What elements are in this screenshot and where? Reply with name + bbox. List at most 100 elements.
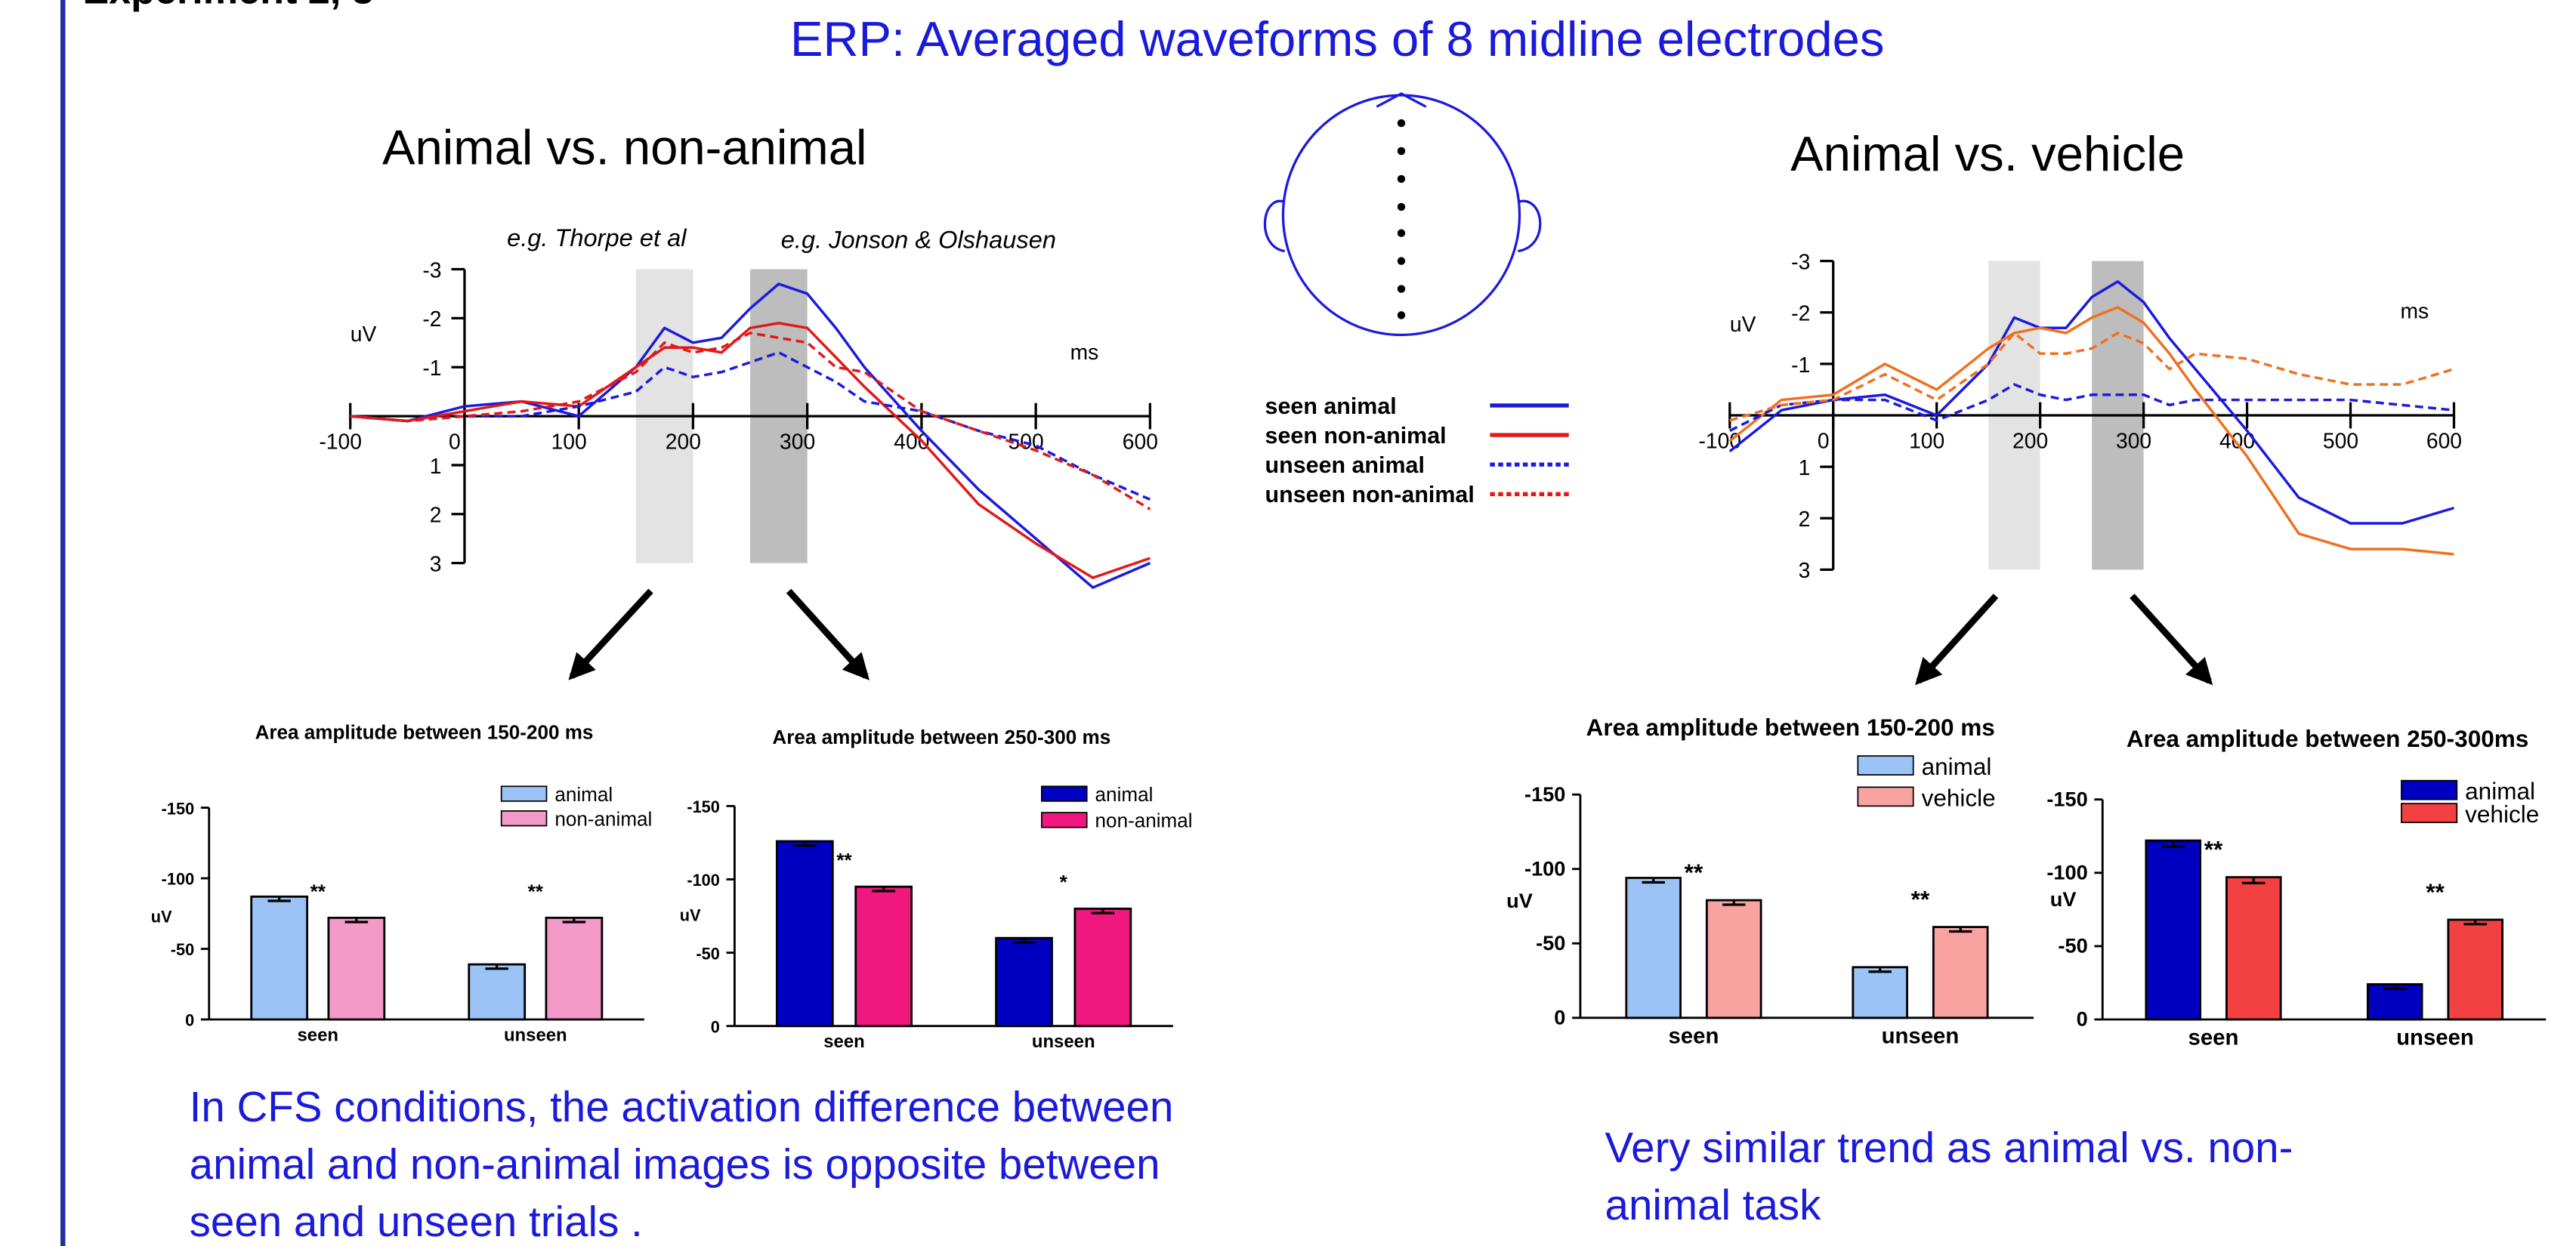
y-tick-label: -100: [687, 871, 719, 890]
chart-title: Area amplitude between 250-300ms: [2127, 725, 2529, 752]
y-tick-label: -150: [687, 797, 719, 816]
window-label: e.g. Thorpe et al: [507, 224, 687, 251]
legend-label: animal: [1922, 753, 1992, 780]
significance: **: [310, 880, 326, 902]
legend-label: non-animal: [554, 807, 652, 830]
x-axis-label: ms: [1070, 340, 1099, 364]
bar: [1933, 927, 1988, 1018]
arrows: [572, 591, 2209, 682]
chart-title: Area amplitude between 150-200 ms: [255, 720, 594, 743]
bar: [856, 887, 912, 1025]
bar: [1707, 900, 1761, 1018]
bar: [1853, 967, 1907, 1018]
x-tick-label: 100: [1909, 428, 1944, 452]
legend-label: seen animal: [1265, 393, 1397, 419]
x-tick-label: 200: [2012, 428, 2048, 452]
x-tick-label: 0: [1818, 428, 1830, 452]
x-tick-label: unseen: [504, 1025, 567, 1045]
significance: **: [836, 849, 852, 871]
legend-swatch: [1858, 756, 1913, 775]
chart-title: Animal vs. vehicle: [1790, 126, 2185, 181]
y-tick-label: -150: [1524, 782, 1565, 806]
y-tick-label: 2: [430, 503, 442, 527]
bar: [546, 918, 602, 1019]
legend-label: vehicle: [2465, 800, 2539, 828]
caption-line: In CFS conditions, the activation differ…: [190, 1083, 1174, 1130]
x-tick-label: 100: [551, 430, 587, 454]
bar: [1626, 878, 1681, 1018]
y-tick-label: -2: [422, 307, 441, 331]
electrode-dots: [1398, 119, 1405, 319]
x-tick-label: unseen: [1882, 1024, 1960, 1049]
y-tick-label: 3: [1799, 558, 1811, 582]
y-tick-label: -2: [1791, 301, 1810, 325]
legend-swatch: [1042, 813, 1087, 828]
legend-label: animal: [554, 783, 613, 806]
y-tick-label: 0: [2077, 1007, 2088, 1031]
slide-title: ERP: Averaged waveforms of 8 midline ele…: [790, 11, 1884, 66]
x-tick-label: -100: [319, 430, 362, 454]
y-tick-label: -150: [2046, 787, 2087, 810]
y-tick-label: 0: [711, 1017, 720, 1036]
y-tick-label: -50: [171, 940, 194, 959]
legend-label: vehicle: [1922, 784, 1996, 811]
legend-swatch: [502, 786, 547, 801]
x-tick-label: seen: [2188, 1025, 2239, 1050]
legend-label: animal: [1095, 783, 1154, 806]
legend-label: unseen animal: [1265, 452, 1425, 478]
significance: **: [2426, 878, 2445, 905]
header: Experiment 2, 3: [82, 0, 374, 12]
window-label: e.g. Jonson & Olshausen: [781, 225, 1056, 253]
significance: **: [2204, 836, 2223, 863]
y-tick-label: 1: [430, 454, 442, 478]
slide: Experiment 2, 3 ERP: Averaged waveforms …: [0, 0, 2576, 1246]
y-axis-label: uV: [680, 906, 701, 925]
y-tick-label: -50: [2058, 934, 2087, 958]
x-tick-label: 500: [2323, 428, 2358, 452]
x-tick-label: seen: [298, 1025, 339, 1045]
y-tick-label: 1: [1799, 455, 1811, 480]
y-tick-label: -150: [162, 799, 194, 818]
bar: [2448, 920, 2503, 1019]
x-tick-label: unseen: [1032, 1032, 1095, 1052]
caption-line: seen and unseen trials .: [190, 1198, 643, 1245]
y-tick-label: -50: [696, 944, 719, 963]
y-tick-label: -50: [1536, 931, 1565, 955]
y-tick-label: -100: [1524, 856, 1565, 880]
caption-line: animal task: [1605, 1181, 1822, 1229]
significance: **: [528, 880, 544, 902]
y-tick-label: -3: [1791, 250, 1810, 274]
y-tick-label: 3: [430, 552, 442, 576]
y-axis-label: uV: [1506, 889, 1533, 912]
chart-title: Area amplitude between 250-300 ms: [772, 726, 1110, 748]
significance: **: [1911, 886, 1930, 913]
legend-swatch: [2401, 803, 2457, 822]
bar: [2146, 840, 2201, 1019]
y-tick-label: -100: [162, 870, 194, 889]
bar: [777, 841, 832, 1026]
y-tick-label: 0: [185, 1011, 194, 1030]
significance: *: [1060, 871, 1068, 893]
x-tick-label: 300: [2116, 428, 2151, 452]
y-axis-label: uV: [2050, 887, 2077, 911]
x-tick-label: seen: [823, 1032, 865, 1052]
y-axis-label: uV: [351, 322, 377, 346]
bar: [329, 918, 385, 1019]
caption-line: Very similar trend as animal vs. non-: [1605, 1124, 2293, 1171]
x-tick-label: 0: [449, 430, 461, 454]
x-tick-label: -100: [1698, 428, 1741, 452]
page: {"header":"Experiment 2, 3", "title":"ER…: [0, 0, 2576, 1246]
y-tick-label: -1: [1791, 353, 1810, 377]
y-tick-label: 2: [1799, 507, 1811, 531]
y-axis-label: uV: [151, 908, 172, 927]
legend-label: unseen non-animal: [1265, 482, 1475, 507]
legend-label: seen non-animal: [1265, 423, 1447, 449]
significance: **: [1685, 859, 1703, 886]
y-tick-label: 0: [1554, 1006, 1565, 1029]
x-tick-label: 600: [1123, 430, 1158, 454]
y-tick-label: -100: [2046, 860, 2087, 884]
y-tick-label: -1: [422, 356, 441, 380]
x-tick-label: 600: [2426, 428, 2462, 452]
legend-swatch: [2401, 781, 2457, 800]
y-tick-label: -3: [422, 258, 441, 282]
